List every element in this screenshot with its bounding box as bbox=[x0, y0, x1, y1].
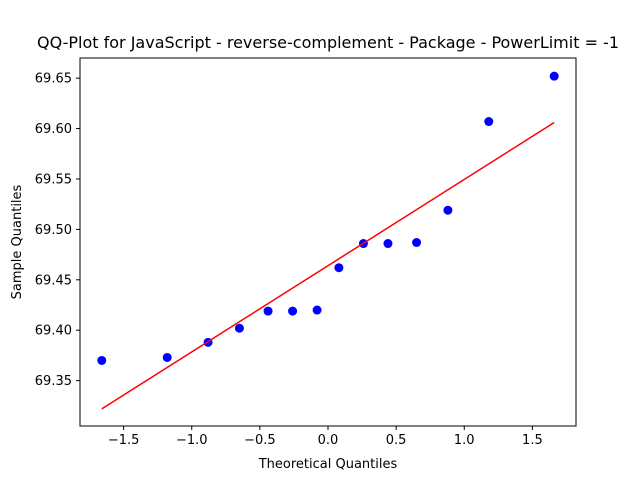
y-tick-label: 69.40 bbox=[35, 324, 72, 339]
data-point bbox=[549, 71, 559, 81]
x-axis-label: Theoretical Quantiles bbox=[258, 457, 398, 472]
x-tick-label: 0.0 bbox=[318, 433, 339, 448]
x-tick-label: 0.5 bbox=[386, 433, 407, 448]
x-tick-label: −1.0 bbox=[176, 433, 208, 448]
y-tick-label: 69.55 bbox=[35, 172, 72, 187]
data-point bbox=[263, 306, 273, 316]
y-tick-label: 69.60 bbox=[35, 122, 72, 137]
x-tick-label: 1.5 bbox=[522, 433, 543, 448]
y-axis-label: Sample Quantiles bbox=[10, 184, 25, 299]
data-point bbox=[234, 323, 244, 333]
data-point bbox=[334, 263, 344, 273]
y-tick-label: 69.50 bbox=[35, 223, 72, 238]
y-tick-label: 69.35 bbox=[35, 374, 72, 389]
reference-line bbox=[101, 121, 555, 410]
data-point bbox=[288, 306, 298, 316]
plot-area bbox=[97, 71, 559, 410]
y-tick-label: 69.65 bbox=[35, 72, 72, 87]
x-tick-label: −1.5 bbox=[108, 433, 140, 448]
data-point bbox=[412, 238, 422, 248]
x-axis-ticks: −1.5 −1.0 −0.5 0.0 0.5 1.0 1.5 bbox=[108, 426, 543, 448]
x-tick-label: −0.5 bbox=[244, 433, 276, 448]
data-point bbox=[484, 117, 494, 127]
chart-title: QQ-Plot for JavaScript - reverse-complem… bbox=[37, 33, 619, 52]
data-point bbox=[443, 205, 453, 215]
data-point bbox=[162, 352, 172, 362]
x-tick-label: 1.0 bbox=[454, 433, 475, 448]
y-tick-label: 69.45 bbox=[35, 273, 72, 288]
y-axis-ticks: 69.35 69.40 69.45 69.50 69.55 69.60 69.65 bbox=[35, 72, 80, 389]
data-point bbox=[312, 305, 322, 315]
data-point bbox=[97, 355, 107, 365]
data-point bbox=[383, 239, 393, 249]
